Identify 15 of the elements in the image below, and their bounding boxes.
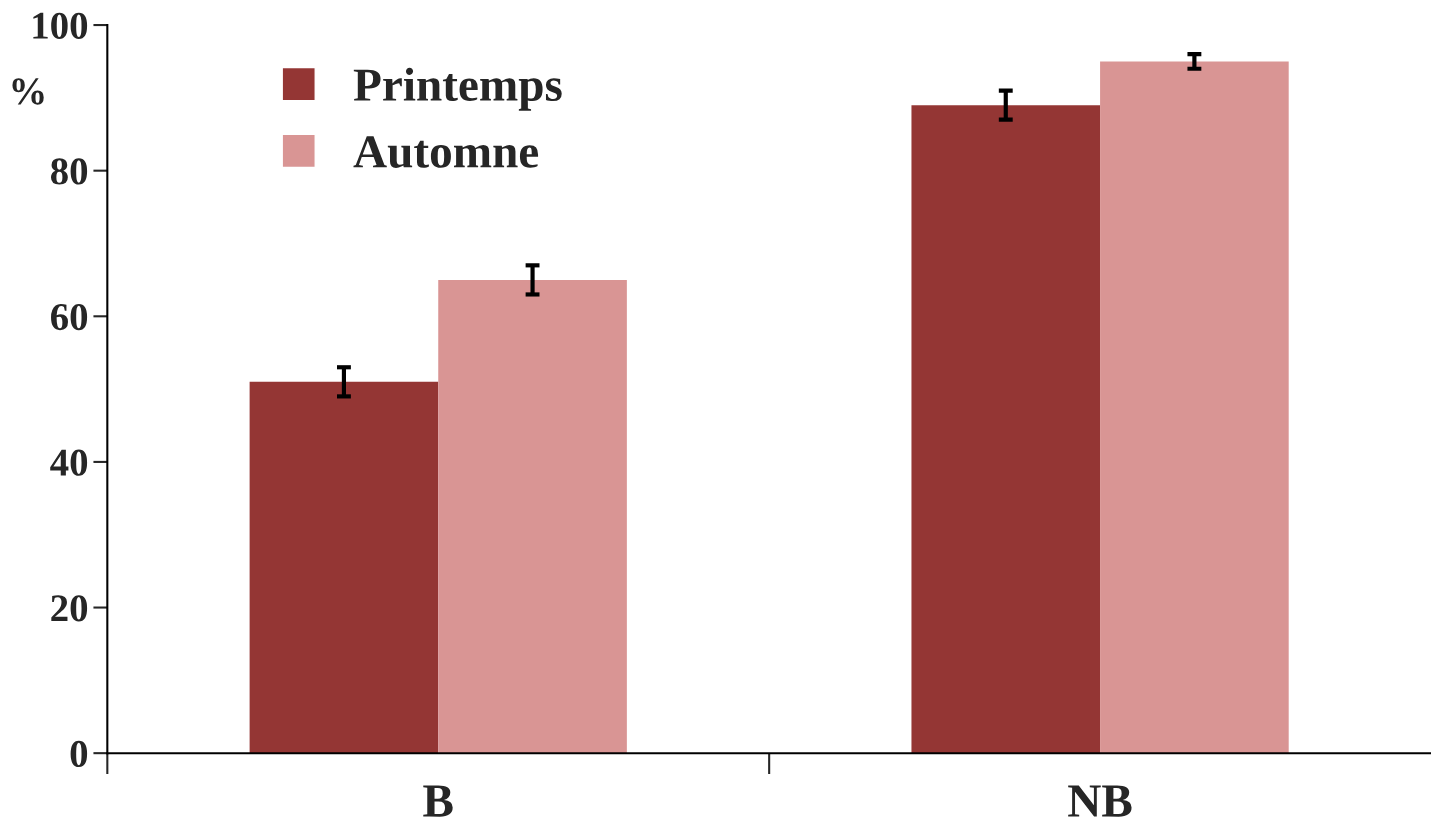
y-tick-label: 20 — [51, 595, 88, 622]
x-tick-label: NB — [1068, 785, 1132, 817]
bar — [249, 381, 439, 754]
legend-label: Printemps — [353, 67, 562, 111]
bar — [1100, 61, 1289, 754]
bar — [911, 105, 1101, 754]
y-tick-label: 60 — [51, 303, 88, 331]
y-tick-label: 0 — [70, 740, 88, 768]
y-tick-label: 80 — [50, 158, 88, 185]
bar — [438, 279, 627, 754]
legend-label: Automne — [353, 136, 539, 168]
y-tick-label: 100 — [33, 12, 88, 39]
y-axis-title: % — [12, 78, 44, 105]
y-tick-label: 40 — [50, 449, 88, 476]
x-tick-label: B — [423, 785, 453, 817]
